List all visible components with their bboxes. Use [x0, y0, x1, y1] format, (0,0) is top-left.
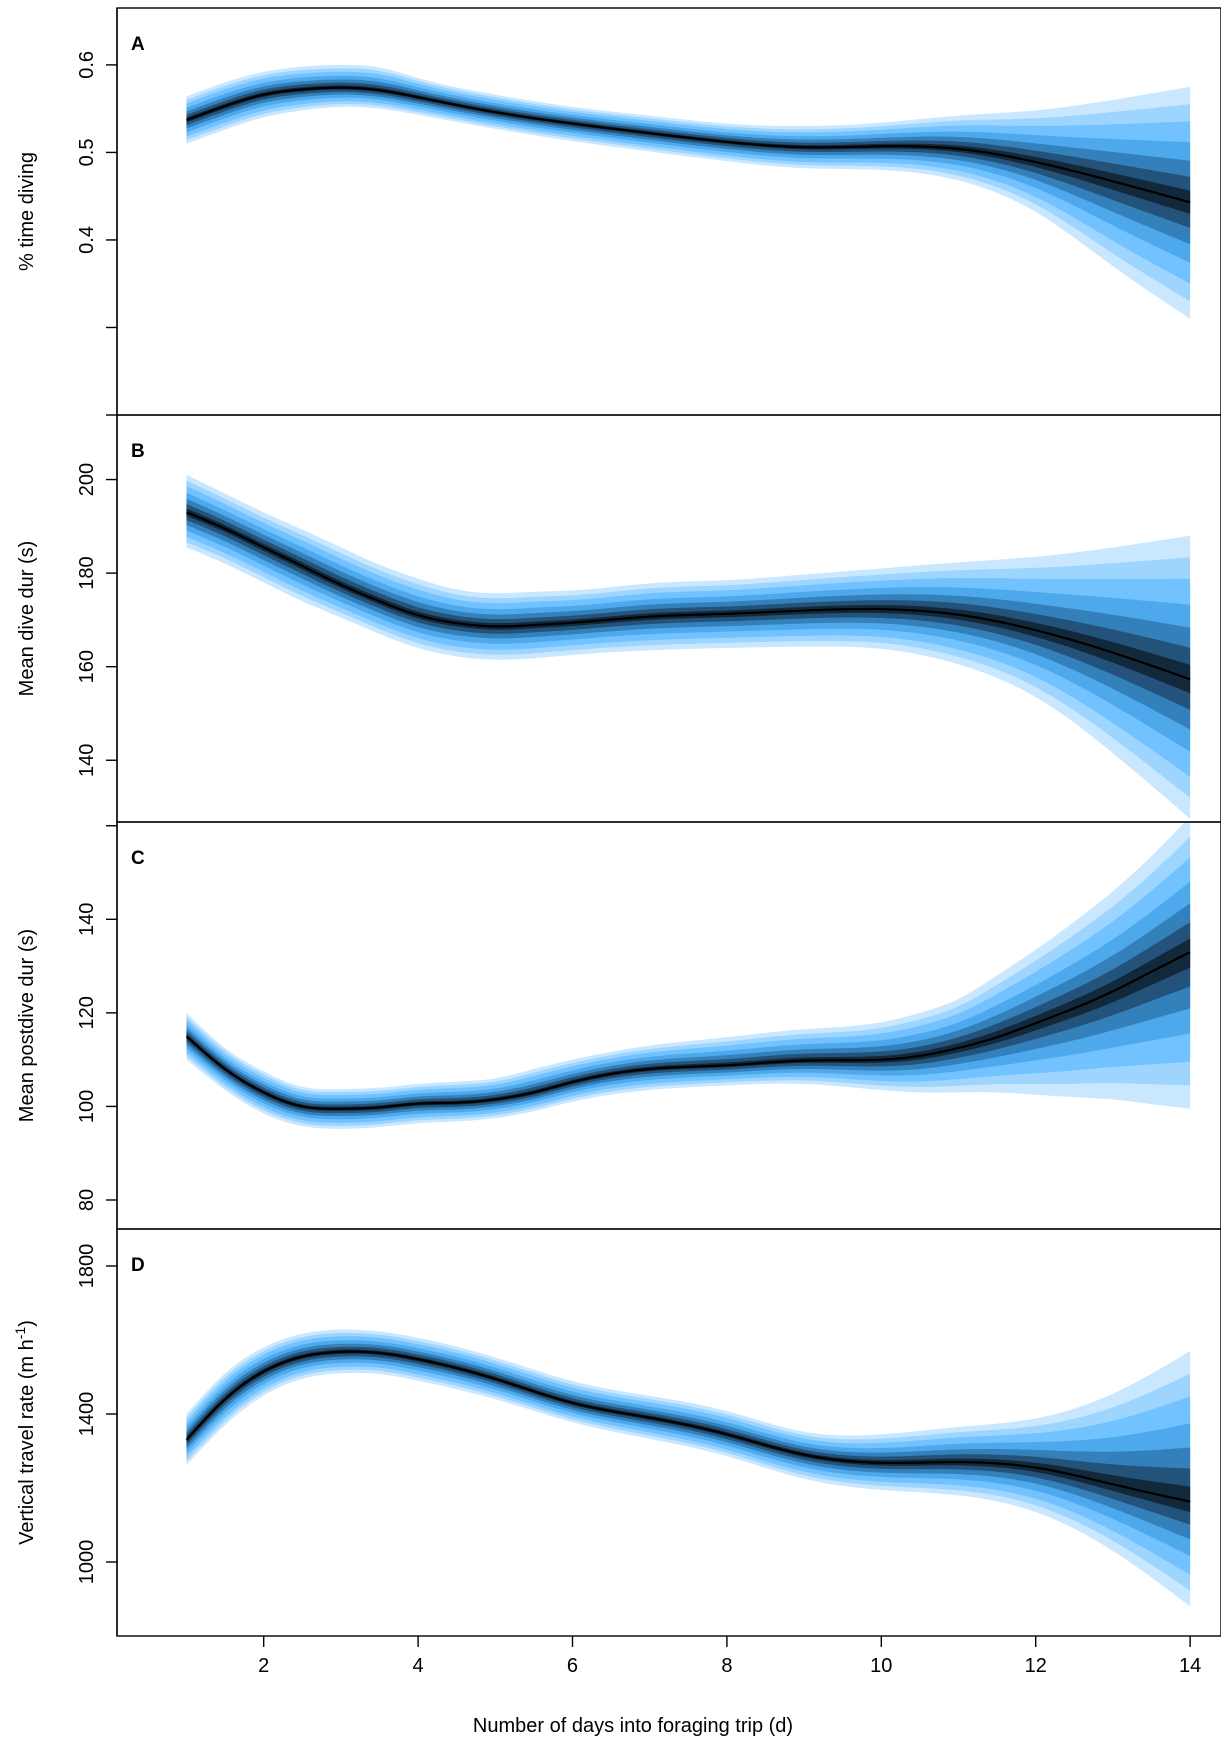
- y-tick-label: 180: [76, 556, 98, 589]
- ribbon-band-1: [186, 474, 1191, 819]
- y-tick-label: 0.5: [76, 139, 98, 167]
- y-tick-label: 160: [76, 650, 98, 683]
- ribbon-band-6: [186, 1346, 1191, 1525]
- x-axis-title: Number of days into foraging trip (d): [473, 1715, 793, 1737]
- y-tick-label: 100: [76, 1090, 98, 1123]
- y-tick-label: 80: [76, 1189, 98, 1211]
- y-axis-title: Mean dive dur (s): [16, 541, 38, 697]
- panel-a: 0.4 0.5 0.6 % time diving A: [16, 7, 1221, 416]
- y-tick-label: 120: [76, 996, 98, 1029]
- x-tick-label: 2: [258, 1655, 269, 1677]
- y-axis-title: Vertical travel rate (m h-1): [12, 1320, 38, 1545]
- y-axis-title: Mean postdive dur (s): [16, 929, 38, 1122]
- ribbon-band-2: [186, 480, 1191, 798]
- mean-line: [185, 1350, 1191, 1503]
- confidence-ribbon: [186, 822, 1191, 1129]
- y-tick-label: 1400: [76, 1392, 98, 1437]
- ribbon-band-7: [186, 85, 1191, 214]
- x-tick-label: 6: [567, 1655, 578, 1677]
- x-tick-label: 12: [1025, 1655, 1047, 1677]
- x-tick-label: 8: [721, 1655, 732, 1677]
- confidence-ribbon: [186, 474, 1191, 819]
- panel-letter: A: [131, 34, 145, 55]
- ribbon-band-5: [186, 79, 1191, 245]
- ribbon-band-5: [186, 903, 1191, 1117]
- panel-c: 80 100 120 140 Mean postdive dur (s) C: [16, 821, 1221, 1230]
- y-tick-label: 1000: [76, 1540, 98, 1585]
- confidence-ribbon: [186, 64, 1191, 319]
- mean-line: [186, 86, 1191, 204]
- x-tick-label: 14: [1179, 1655, 1201, 1677]
- y-tick-label: 0.6: [76, 51, 98, 79]
- y-tick-label: 1800: [76, 1244, 98, 1289]
- panel-letter: C: [131, 848, 145, 869]
- x-tick-label: 10: [870, 1655, 892, 1677]
- ribbon-band-7: [186, 508, 1191, 694]
- panel-letter: B: [131, 441, 145, 462]
- panel-letter: D: [131, 1255, 145, 1276]
- y-tick-label: 0.4: [76, 226, 98, 254]
- panel-d: 1000 1400 1800 Vertical travel rate (m h-1)…: [12, 1228, 1221, 1677]
- y-tick-label: 140: [76, 903, 98, 936]
- mean-line: [186, 511, 1191, 681]
- x-tick-label: 4: [413, 1655, 424, 1677]
- panel-b: 140 160 180 200 Mean dive dur (s) B: [16, 414, 1221, 823]
- y-tick-label: 200: [76, 463, 98, 496]
- y-tick-label: 140: [76, 744, 98, 777]
- y-axis-title: % time diving: [16, 152, 38, 271]
- mean-line: [185, 951, 1191, 1110]
